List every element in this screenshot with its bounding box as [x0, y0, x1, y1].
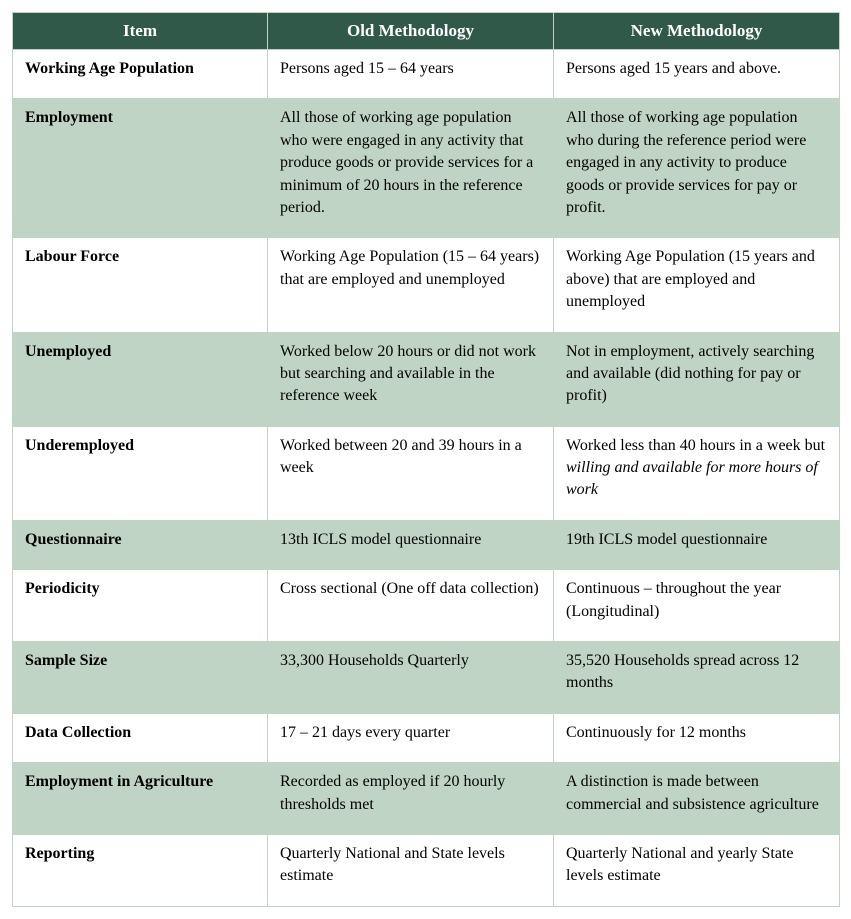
cell-item: Data Collection: [13, 713, 268, 762]
cell-new: Quarterly National and yearly State leve…: [554, 834, 840, 906]
cell-new: Continuously for 12 months: [554, 713, 840, 762]
cell-item: Questionnaire: [13, 520, 268, 569]
cell-old: Worked between 20 and 39 hours in a week: [268, 426, 554, 520]
cell-item: Periodicity: [13, 570, 268, 642]
cell-item: Sample Size: [13, 642, 268, 714]
cell-old: Working Age Population (15 – 64 years) t…: [268, 238, 554, 332]
table-header-row: Item Old Methodology New Methodology: [13, 13, 840, 50]
cell-item: Underemployed: [13, 426, 268, 520]
cell-old: 33,300 Households Quarterly: [268, 642, 554, 714]
col-header-old: Old Methodology: [268, 13, 554, 50]
methodology-table: Item Old Methodology New Methodology Wor…: [12, 12, 840, 907]
col-header-item: Item: [13, 13, 268, 50]
table-body: Working Age Population Persons aged 15 –…: [13, 50, 840, 907]
cell-item: Working Age Population: [13, 50, 268, 99]
cell-new: Not in employment, actively searching an…: [554, 332, 840, 426]
cell-new-prefix: Worked less than 40 hours in a week but: [566, 437, 825, 454]
cell-old: 17 – 21 days every quarter: [268, 713, 554, 762]
table-row: Labour Force Working Age Population (15 …: [13, 238, 840, 332]
cell-new: Working Age Population (15 years and abo…: [554, 238, 840, 332]
cell-item: Reporting: [13, 834, 268, 906]
cell-new: 35,520 Households spread across 12 month…: [554, 642, 840, 714]
cell-old: 13th ICLS model questionnaire: [268, 520, 554, 569]
cell-old: Quarterly National and State levels esti…: [268, 834, 554, 906]
table-row: Working Age Population Persons aged 15 –…: [13, 50, 840, 99]
cell-new-italic: willing and available for more hours of …: [566, 459, 818, 498]
table-row: Underemployed Worked between 20 and 39 h…: [13, 426, 840, 520]
cell-item: Employment: [13, 99, 268, 238]
table-row: Employment in Agriculture Recorded as em…: [13, 763, 840, 835]
cell-old: All those of working age population who …: [268, 99, 554, 238]
col-header-new: New Methodology: [554, 13, 840, 50]
table-row: Unemployed Worked below 20 hours or did …: [13, 332, 840, 426]
table-row: Reporting Quarterly National and State l…: [13, 834, 840, 906]
table-row: Data Collection 17 – 21 days every quart…: [13, 713, 840, 762]
cell-item: Employment in Agriculture: [13, 763, 268, 835]
cell-old: Recorded as employed if 20 hourly thresh…: [268, 763, 554, 835]
cell-item: Labour Force: [13, 238, 268, 332]
cell-new: All those of working age population who …: [554, 99, 840, 238]
cell-new: Persons aged 15 years and above.: [554, 50, 840, 99]
table-row: Employment All those of working age popu…: [13, 99, 840, 238]
cell-old: Cross sectional (One off data collection…: [268, 570, 554, 642]
cell-new: Worked less than 40 hours in a week but …: [554, 426, 840, 520]
table-row: Sample Size 33,300 Households Quarterly …: [13, 642, 840, 714]
cell-item: Unemployed: [13, 332, 268, 426]
table-row: Periodicity Cross sectional (One off dat…: [13, 570, 840, 642]
cell-old: Persons aged 15 – 64 years: [268, 50, 554, 99]
cell-new: Continuous – throughout the year (Longit…: [554, 570, 840, 642]
cell-old: Worked below 20 hours or did not work bu…: [268, 332, 554, 426]
table-row: Questionnaire 13th ICLS model questionna…: [13, 520, 840, 569]
cell-new: A distinction is made between commercial…: [554, 763, 840, 835]
cell-new: 19th ICLS model questionnaire: [554, 520, 840, 569]
